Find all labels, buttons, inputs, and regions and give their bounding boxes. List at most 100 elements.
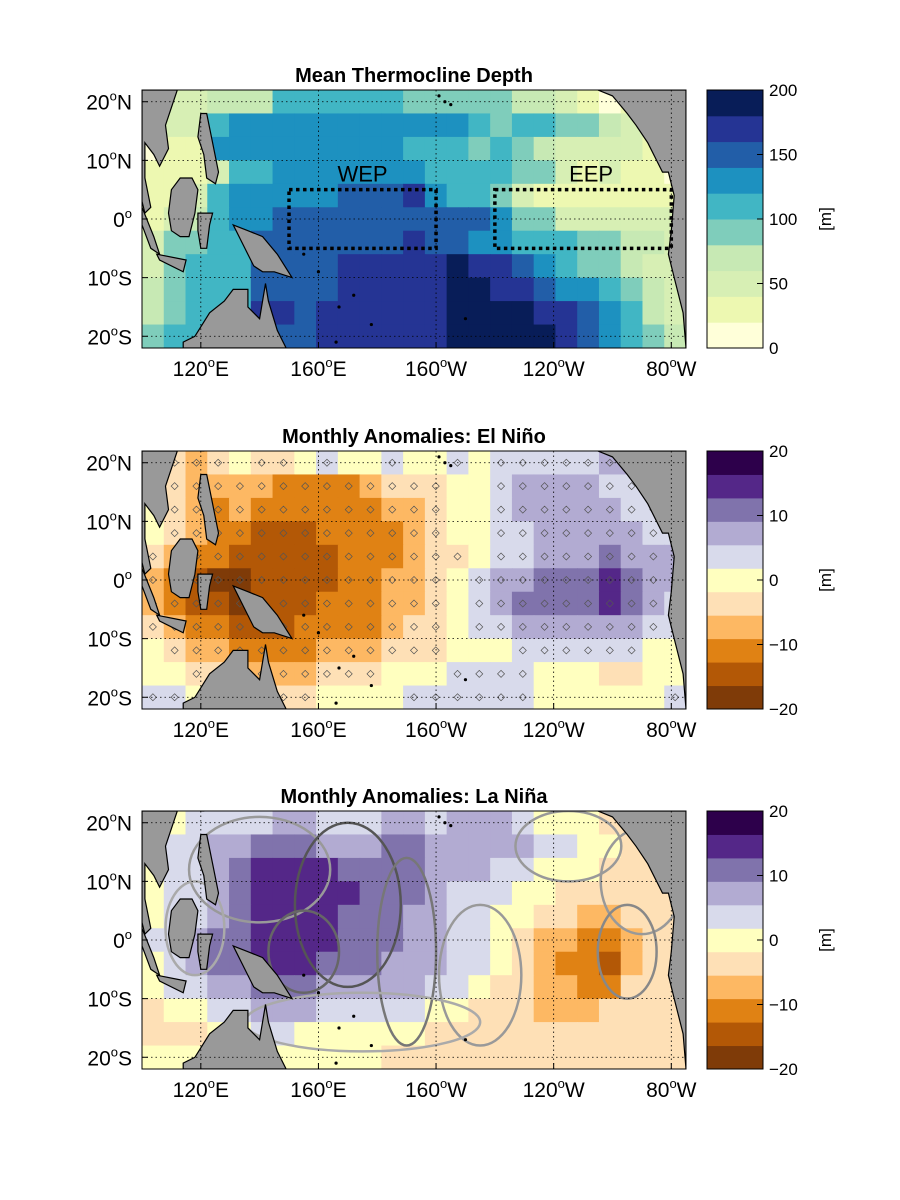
heatmap-cell (403, 324, 426, 348)
significance-marker (192, 482, 201, 491)
heatmap-cell (424, 90, 448, 115)
heatmap-cell (272, 136, 295, 161)
heatmap-cell (359, 324, 382, 348)
x-tick-label: 80oW (646, 716, 697, 742)
significance-marker (279, 576, 288, 584)
island (437, 815, 441, 819)
heatmap-cell (294, 662, 317, 687)
island (337, 1026, 341, 1030)
heatmap-cell (272, 277, 295, 302)
heatmap-cell (381, 90, 404, 115)
significance-marker (431, 505, 440, 514)
heatmap-cell (142, 521, 165, 546)
heatmap-cell (533, 301, 557, 326)
heatmap-cell (468, 521, 491, 546)
panel-title: Monthly Anomalies: El Niño (282, 426, 546, 448)
significance-marker (235, 552, 244, 561)
significance-marker (584, 646, 593, 655)
heatmap-cell (511, 277, 535, 302)
heatmap-cell (555, 638, 578, 663)
heatmap-cell (337, 183, 361, 208)
heatmap-cell (316, 881, 339, 906)
colorbar-label: [m] (816, 928, 835, 952)
heatmap-cell (664, 1022, 686, 1047)
heatmap-cell (511, 136, 535, 161)
contour-line (164, 880, 226, 977)
heatmap-cell (337, 474, 361, 499)
heatmap-cell (468, 544, 491, 569)
significance-marker (279, 529, 288, 538)
significance-marker (497, 693, 506, 702)
heatmap-cell (403, 474, 426, 499)
significance-marker (627, 529, 636, 538)
heatmap-cell (598, 615, 622, 640)
significance-marker (344, 482, 353, 491)
colorbar-label: [m] (816, 207, 835, 231)
heatmap-cell (163, 301, 187, 326)
island (463, 678, 468, 682)
heatmap-cell (490, 254, 513, 279)
heatmap-cell (533, 998, 557, 1023)
heatmap-cell (490, 136, 513, 161)
colorbar-tick-label: 150 (769, 146, 797, 165)
significance-marker (322, 622, 331, 631)
colorbar-segment (707, 219, 763, 246)
heatmap-cell (620, 998, 644, 1023)
heatmap-cell (359, 497, 382, 522)
heatmap-cell (403, 662, 426, 687)
significance-marker (497, 529, 506, 538)
significance-marker (214, 646, 223, 655)
heatmap-cell (424, 904, 448, 929)
heatmap-cell (511, 207, 535, 232)
heatmap-cell (381, 474, 404, 499)
heatmap-cell (598, 113, 622, 138)
heatmap-cell (403, 230, 426, 255)
colorbar-tick-label: 50 (769, 275, 788, 294)
heatmap-cell (163, 113, 187, 138)
heatmap-cell (468, 591, 491, 616)
y-tick-label: 10oN (86, 147, 132, 173)
heatmap-cell (598, 254, 622, 279)
heatmap-cell (272, 662, 295, 687)
heatmap-cell (533, 975, 557, 1000)
heatmap-cell (577, 497, 600, 522)
significance-marker (584, 552, 593, 561)
heatmap-cell (424, 301, 448, 326)
heatmap-cell (403, 183, 426, 208)
colorbar-tick-label: 10 (769, 867, 788, 886)
significance-marker (279, 669, 288, 678)
heatmap-cell (316, 254, 339, 279)
contour-line (514, 811, 623, 883)
land-java (155, 253, 187, 273)
significance-marker (518, 669, 527, 678)
significance-marker (584, 599, 593, 608)
heatmap-cell (490, 474, 513, 499)
heatmap-cell (316, 951, 339, 976)
panel-1: Mean Thermocline Depth WEP EEP 120oE 160oE 16… (86, 65, 835, 381)
heatmap-cell (598, 183, 622, 208)
heatmap-cell (490, 998, 513, 1023)
heatmap-cell (555, 811, 578, 836)
heatmap-cell (359, 277, 382, 302)
heatmap-cell (446, 975, 469, 1000)
heatmap-cell (142, 998, 165, 1023)
heatmap-cell (468, 834, 491, 859)
heatmap-cell (490, 928, 513, 953)
heatmap-cell (598, 277, 622, 302)
heatmap-cell (359, 811, 382, 836)
heatmap-cell (403, 951, 426, 976)
heatmap-cell (229, 183, 252, 208)
heatmap-cell (490, 638, 513, 663)
heatmap-cell (577, 136, 600, 161)
heatmap-cell (359, 615, 382, 640)
significance-marker (649, 529, 658, 538)
heatmap-cell (142, 301, 165, 326)
significance-marker (584, 622, 593, 631)
heatmap-cell (142, 1045, 165, 1069)
colorbar-segment (707, 141, 763, 168)
significance-marker (540, 482, 549, 491)
y-tick-label: 20oS (87, 1044, 132, 1070)
heatmap-cell (468, 615, 491, 640)
y-tick-label: 20oN (86, 810, 132, 836)
heatmap-cell (424, 1022, 448, 1047)
